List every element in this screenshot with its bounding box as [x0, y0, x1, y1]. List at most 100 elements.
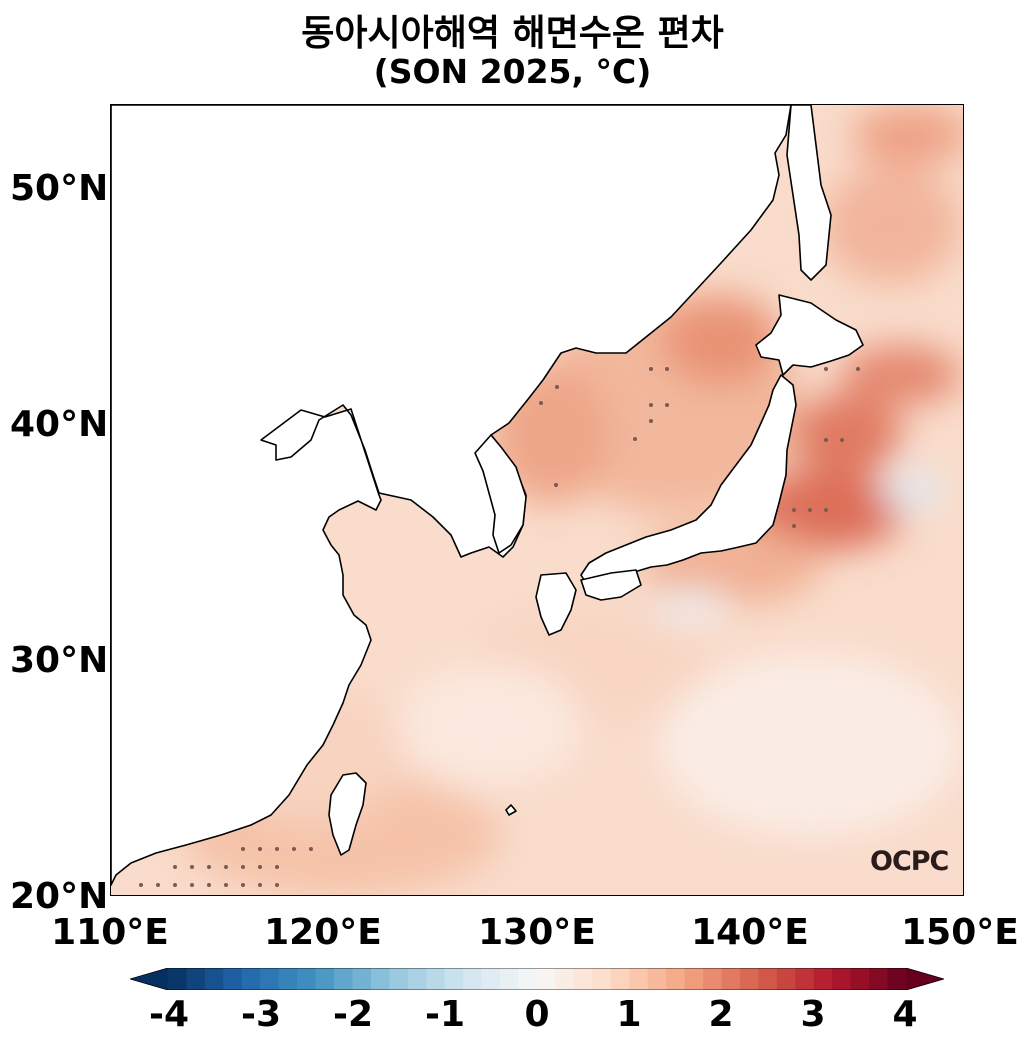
colorbar-segment — [241, 968, 261, 990]
stipple-dot — [173, 865, 177, 869]
anomaly-cool — [881, 470, 941, 510]
colorbar-segment — [758, 968, 778, 990]
lat-label-50n: 50°N — [10, 168, 109, 209]
colorbar-tick: 2 — [708, 994, 734, 1035]
stipple-dot — [224, 883, 228, 887]
stipple-dot — [156, 883, 160, 887]
colorbar-extend-max — [906, 968, 944, 990]
colorbar-tick: -4 — [149, 994, 189, 1035]
stipple-dot — [824, 438, 828, 442]
colorbar-segment — [739, 968, 759, 990]
colorbar-segment — [500, 968, 520, 990]
colorbar-segment — [629, 968, 649, 990]
colorbar-segment — [813, 968, 833, 990]
ocpc-logo: OCPC — [870, 846, 949, 877]
lat-label-30n: 30°N — [10, 640, 109, 681]
stipple-dot — [190, 883, 194, 887]
sakhalin — [786, 105, 832, 281]
land — [111, 105, 864, 886]
significance-dots — [139, 367, 860, 887]
stipple-dot — [555, 385, 559, 389]
lon-label-150e: 150°E — [901, 912, 1019, 953]
stipple-dot — [665, 403, 669, 407]
colorbar-segment — [370, 968, 390, 990]
shikoku — [580, 569, 642, 601]
colorbar-segment — [518, 968, 538, 990]
stipple-dot — [792, 508, 796, 512]
anomaly-warm — [661, 295, 781, 385]
colorbar-tick: -3 — [241, 994, 281, 1035]
colorbar-tick: 4 — [892, 994, 918, 1035]
lon-label-130e: 130°E — [478, 912, 596, 953]
colorbar-segment — [463, 968, 483, 990]
stipple-dot — [824, 367, 828, 371]
colorbar-segment — [204, 968, 224, 990]
colorbar-extend-min — [130, 968, 168, 990]
colorbar-segment — [407, 968, 427, 990]
lat-label-20n: 20°N — [10, 876, 109, 917]
colorbar-segment — [647, 968, 667, 990]
colorbar-segment — [887, 968, 907, 990]
colorbar-segment — [444, 968, 464, 990]
colorbar-tick: 3 — [800, 994, 826, 1035]
stipple-dot — [224, 865, 228, 869]
colorbar-segments — [130, 968, 944, 990]
stipple-dot — [309, 847, 313, 851]
anomaly-warm — [791, 395, 901, 475]
colorbar-segment — [168, 968, 187, 990]
stipple-dot — [275, 847, 279, 851]
colorbar-segment — [703, 968, 722, 990]
stipple-dot — [665, 367, 669, 371]
colorbar-segment — [223, 968, 243, 990]
colorbar-segment — [315, 968, 335, 990]
colorbar-segment — [278, 968, 298, 990]
anomaly-neutral — [661, 655, 961, 835]
colorbar-segment — [186, 968, 206, 990]
map-canvas — [111, 105, 963, 895]
colorbar-tick: 0 — [524, 994, 550, 1035]
colorbar-segment — [850, 968, 870, 990]
colorbar-segment — [795, 968, 815, 990]
stipple-dot — [275, 883, 279, 887]
stipple-dot — [554, 483, 558, 487]
kyushu — [535, 572, 577, 636]
colorbar-segment — [481, 968, 501, 990]
lon-label-110e: 110°E — [51, 912, 169, 953]
small-island — [505, 804, 517, 816]
stipple-dot — [539, 401, 543, 405]
stipple-dot — [241, 865, 245, 869]
anomaly-warm — [821, 165, 961, 285]
colorbar-segment — [573, 968, 593, 990]
stipple-dot — [207, 865, 211, 869]
anomaly-cool — [651, 590, 731, 620]
anomaly-neutral — [401, 665, 581, 785]
colorbar-tick: -2 — [333, 994, 373, 1035]
stipple-dot — [258, 847, 262, 851]
colorbar — [130, 968, 944, 990]
colorbar-segment — [832, 968, 852, 990]
hokkaido — [755, 294, 864, 376]
colorbar-segment — [776, 968, 796, 990]
colorbar-tick: -1 — [425, 994, 465, 1035]
colorbar-segment — [721, 968, 741, 990]
korean-peninsula — [474, 434, 527, 554]
sst-anomaly-map — [110, 104, 964, 896]
stipple-dot — [792, 524, 796, 528]
stipple-dot — [824, 508, 828, 512]
stipple-dot — [649, 367, 653, 371]
colorbar-segment — [334, 968, 353, 990]
colorbar-segment — [592, 968, 612, 990]
colorbar-segment — [426, 968, 446, 990]
anomaly-warm — [841, 345, 961, 405]
stipple-dot — [241, 847, 245, 851]
stipple-dot — [258, 865, 262, 869]
stipple-dot — [190, 865, 194, 869]
taiwan — [328, 772, 367, 856]
map-subtitle: (SON 2025, °C) — [373, 52, 652, 91]
colorbar-tick: 1 — [616, 994, 642, 1035]
colorbar-segment — [260, 968, 280, 990]
colorbar-segment — [666, 968, 686, 990]
colorbar-segment — [537, 968, 556, 990]
stipple-dot — [139, 883, 143, 887]
asia-mainland — [111, 105, 792, 886]
